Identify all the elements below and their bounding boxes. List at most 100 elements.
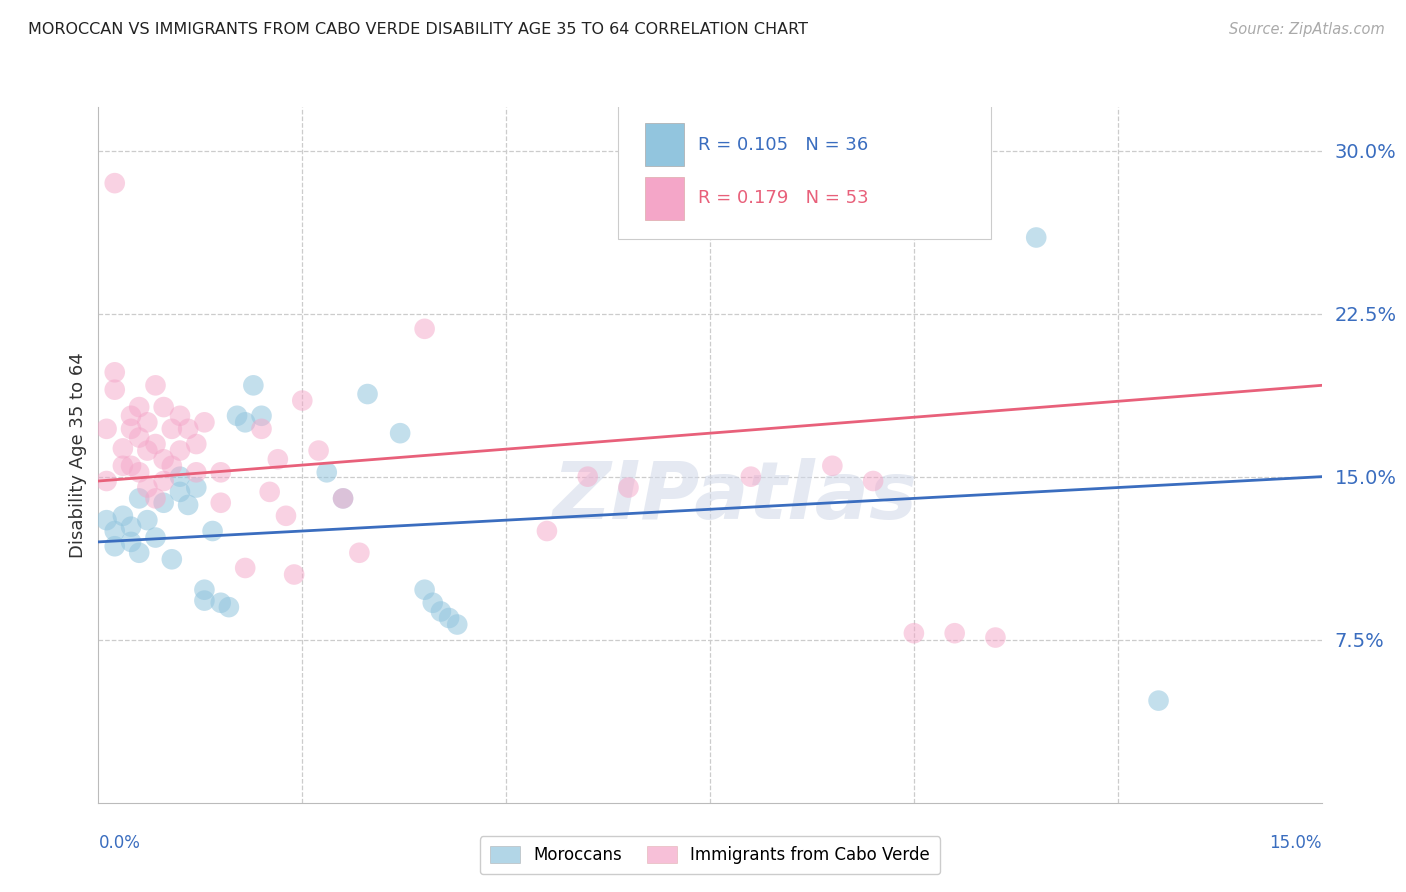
Text: ZIPatlas: ZIPatlas <box>553 458 917 536</box>
Point <box>862 474 884 488</box>
Point <box>291 393 314 408</box>
Point <box>193 593 215 607</box>
Point <box>437 611 460 625</box>
Point <box>413 582 436 597</box>
Point <box>128 466 150 480</box>
Point <box>96 422 118 436</box>
Point <box>576 469 599 483</box>
Point <box>389 426 412 441</box>
Point <box>984 631 1007 645</box>
Point <box>274 508 297 523</box>
Point <box>136 443 159 458</box>
Point <box>111 458 134 473</box>
Point <box>332 491 354 506</box>
Point <box>136 481 159 495</box>
Point <box>128 431 150 445</box>
Point <box>536 524 558 538</box>
FancyBboxPatch shape <box>645 177 685 219</box>
Point <box>283 567 305 582</box>
Point <box>242 378 264 392</box>
Point <box>821 458 844 473</box>
Point <box>160 422 183 436</box>
Point <box>160 552 183 566</box>
Point <box>169 469 191 483</box>
Point <box>617 481 640 495</box>
Point <box>152 452 174 467</box>
Point <box>145 531 167 545</box>
Point <box>658 209 681 223</box>
Point <box>413 322 436 336</box>
Point <box>104 176 127 190</box>
Point <box>136 513 159 527</box>
Point <box>226 409 249 423</box>
Point <box>169 443 191 458</box>
Point <box>332 491 354 506</box>
Point <box>943 626 966 640</box>
Point <box>209 466 232 480</box>
Point <box>349 546 371 560</box>
Point <box>267 452 290 467</box>
Point <box>120 409 142 423</box>
Point <box>201 524 224 538</box>
Point <box>315 466 337 480</box>
Point <box>104 539 127 553</box>
Point <box>177 422 200 436</box>
Point <box>104 383 127 397</box>
Point <box>120 519 142 533</box>
Text: 15.0%: 15.0% <box>1270 834 1322 852</box>
Legend: Moroccans, Immigrants from Cabo Verde: Moroccans, Immigrants from Cabo Verde <box>479 837 941 874</box>
Point <box>1025 230 1047 244</box>
Point <box>177 498 200 512</box>
Point <box>186 466 208 480</box>
Text: R = 0.105   N = 36: R = 0.105 N = 36 <box>697 136 868 153</box>
Point <box>186 437 208 451</box>
Point <box>218 600 240 615</box>
Point <box>209 596 232 610</box>
Point <box>250 422 273 436</box>
Point <box>169 409 191 423</box>
Point <box>446 617 468 632</box>
Point <box>152 474 174 488</box>
Point <box>128 400 150 414</box>
Point <box>430 605 453 619</box>
Point <box>356 387 378 401</box>
Point <box>145 491 167 506</box>
Point <box>250 409 273 423</box>
Point <box>186 481 208 495</box>
Text: Source: ZipAtlas.com: Source: ZipAtlas.com <box>1229 22 1385 37</box>
Point <box>422 596 444 610</box>
Point <box>120 535 142 549</box>
Point <box>96 513 118 527</box>
Point <box>128 491 150 506</box>
Point <box>259 484 281 499</box>
Point <box>740 469 762 483</box>
Point <box>152 400 174 414</box>
FancyBboxPatch shape <box>645 123 685 166</box>
Point <box>104 365 127 379</box>
Point <box>233 415 256 429</box>
Text: R = 0.179   N = 53: R = 0.179 N = 53 <box>697 189 869 207</box>
Point <box>160 458 183 473</box>
Point <box>145 437 167 451</box>
Point <box>209 496 232 510</box>
Point <box>96 474 118 488</box>
Point <box>169 484 191 499</box>
Text: MOROCCAN VS IMMIGRANTS FROM CABO VERDE DISABILITY AGE 35 TO 64 CORRELATION CHART: MOROCCAN VS IMMIGRANTS FROM CABO VERDE D… <box>28 22 808 37</box>
Point <box>308 443 330 458</box>
Point <box>120 458 142 473</box>
Point <box>111 442 134 456</box>
FancyBboxPatch shape <box>619 103 991 239</box>
Point <box>152 496 174 510</box>
Point <box>128 546 150 560</box>
Point <box>193 582 215 597</box>
Point <box>1147 693 1170 707</box>
Point <box>111 508 134 523</box>
Y-axis label: Disability Age 35 to 64: Disability Age 35 to 64 <box>69 352 87 558</box>
Point <box>136 415 159 429</box>
Text: 0.0%: 0.0% <box>98 834 141 852</box>
Point <box>120 422 142 436</box>
Point <box>233 561 256 575</box>
Point <box>104 524 127 538</box>
Point <box>145 378 167 392</box>
Point <box>903 626 925 640</box>
